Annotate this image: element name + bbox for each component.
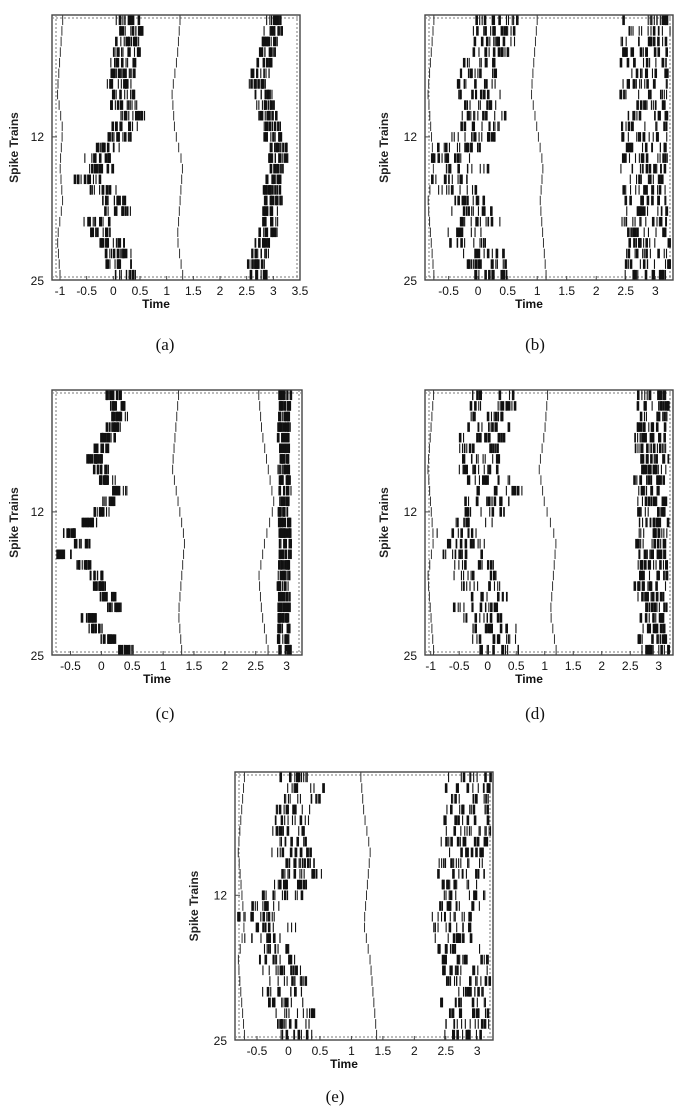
chart-panel-b: 12 25 -0.5 0 0.5 1 1.5 2 2.5 3 Time Spike Trains (b… bbox=[370, 0, 685, 365]
x-tick-label: 2 bbox=[221, 659, 228, 673]
x-tick-label: 2 bbox=[593, 284, 600, 298]
chart-panel-e: 12 25 -0.5 0 0.5 1 1.5 2 2.5 3 Time Spike Trains (e… bbox=[180, 752, 510, 1114]
x-axis-label: Time bbox=[515, 297, 543, 311]
x-tick-label: 1 bbox=[163, 284, 170, 298]
x-tick-label: 3 bbox=[652, 284, 659, 298]
x-tick-label: 3 bbox=[655, 659, 662, 673]
plot-frame bbox=[51, 14, 301, 281]
x-tick-label: 1 bbox=[534, 284, 541, 298]
y-axis-label: Spike Trains bbox=[377, 487, 391, 558]
y-tick-label: 12 bbox=[404, 505, 418, 519]
x-tick-label: 1 bbox=[348, 1044, 355, 1058]
caption-c: (c) bbox=[155, 704, 175, 723]
x-tick-label: 0 bbox=[98, 659, 105, 673]
chart-panel-a: 12 25 -1 -0.5 0 0.5 1 1.5 2 2.5 3 3.5 Time Spike Trai… bbox=[0, 0, 330, 365]
x-tick-label: 0 bbox=[285, 1044, 292, 1058]
y-tick-label: 12 bbox=[404, 130, 418, 144]
plot-frame bbox=[234, 771, 494, 1041]
x-tick-label: -0.5 bbox=[449, 659, 470, 673]
caption-b: (b) bbox=[525, 335, 545, 354]
x-tick-label: 0 bbox=[110, 284, 117, 298]
y-axis-label: Spike Trains bbox=[7, 112, 21, 183]
x-tick-label: 1.5 bbox=[375, 1044, 392, 1058]
x-tick-label: 1 bbox=[541, 659, 548, 673]
y-tick-label: 25 bbox=[31, 649, 45, 663]
y-tick-label: 25 bbox=[31, 274, 45, 288]
y-tick-label: 12 bbox=[31, 505, 45, 519]
caption-e: (e) bbox=[325, 1087, 345, 1106]
x-axis-label: Time bbox=[330, 1057, 358, 1071]
x-tick-label: 0.5 bbox=[312, 1044, 329, 1058]
y-axis-label: Spike Trains bbox=[377, 112, 391, 183]
x-tick-label: 2 bbox=[411, 1044, 418, 1058]
raster-plot-c: 12 25 -0.5 0 0.5 1 1.5 2 2.5 3 Time Spike Trains bbox=[7, 389, 303, 686]
plot-frame bbox=[424, 389, 674, 656]
y-axis-label: Spike Trains bbox=[187, 870, 201, 941]
x-tick-label: 0 bbox=[475, 284, 482, 298]
x-tick-label: 1.5 bbox=[558, 284, 575, 298]
x-tick-label: 0.5 bbox=[132, 284, 149, 298]
x-tick-label: 2.5 bbox=[437, 1044, 454, 1058]
y-tick-label: 25 bbox=[404, 649, 418, 663]
y-axis-label: Spike Trains bbox=[7, 487, 21, 558]
raster-plot-a: 12 25 -1 -0.5 0 0.5 1 1.5 2 2.5 3 3.5 Time Spike Trai… bbox=[7, 14, 309, 311]
caption-d: (d) bbox=[525, 704, 545, 723]
x-tick-label: 2 bbox=[598, 659, 605, 673]
x-tick-label: 2.5 bbox=[238, 284, 255, 298]
x-tick-label: 1.5 bbox=[186, 659, 203, 673]
x-tick-label: 0.5 bbox=[499, 284, 516, 298]
y-tick-label: 25 bbox=[404, 274, 418, 288]
x-tick-label: 2.5 bbox=[622, 659, 639, 673]
x-tick-label: -0.5 bbox=[60, 659, 81, 673]
x-tick-label: 2 bbox=[217, 284, 224, 298]
x-tick-label: -0.5 bbox=[76, 284, 97, 298]
plot-frame bbox=[424, 14, 674, 281]
x-axis-label: Time bbox=[143, 672, 171, 686]
y-tick-label: 12 bbox=[31, 130, 45, 144]
x-tick-label: 1.5 bbox=[185, 284, 202, 298]
x-tick-label: 2.5 bbox=[247, 659, 264, 673]
caption-a: (a) bbox=[155, 335, 175, 354]
x-tick-label: -0.5 bbox=[247, 1044, 268, 1058]
raster-plot-e: 12 25 -0.5 0 0.5 1 1.5 2 2.5 3 Time Spike Trains bbox=[187, 771, 494, 1071]
x-tick-label: 0.5 bbox=[508, 659, 525, 673]
x-axis-label: Time bbox=[515, 672, 543, 686]
raster-plot-d: 12 25 -1 -0.5 0 0.5 1 1.5 2 2.5 3 Time Spike Trains bbox=[377, 389, 674, 686]
x-tick-label: -1 bbox=[55, 284, 66, 298]
raster-plot-b: 12 25 -0.5 0 0.5 1 1.5 2 2.5 3 Time Spike Trains bbox=[377, 14, 674, 311]
chart-panel-c: 12 25 -0.5 0 0.5 1 1.5 2 2.5 3 Time Spike Trains (c… bbox=[0, 372, 330, 732]
x-tick-label: -1 bbox=[425, 659, 436, 673]
x-tick-label: 3 bbox=[474, 1044, 481, 1058]
x-tick-label: 0 bbox=[484, 659, 491, 673]
x-tick-label: 3.5 bbox=[292, 284, 309, 298]
x-tick-label: 3 bbox=[270, 284, 277, 298]
x-tick-label: 3 bbox=[283, 659, 290, 673]
plot-frame bbox=[51, 389, 303, 656]
x-tick-label: 0.5 bbox=[124, 659, 141, 673]
y-tick-label: 25 bbox=[214, 1034, 228, 1048]
chart-panel-d: 12 25 -1 -0.5 0 0.5 1 1.5 2 2.5 3 Time Spike Trains … bbox=[370, 372, 685, 732]
x-tick-label: 1 bbox=[160, 659, 167, 673]
x-tick-label: -0.5 bbox=[438, 284, 459, 298]
x-tick-label: 1.5 bbox=[565, 659, 582, 673]
x-axis-label: Time bbox=[142, 297, 170, 311]
x-tick-label: 2.5 bbox=[617, 284, 634, 298]
y-tick-label: 12 bbox=[214, 888, 228, 902]
